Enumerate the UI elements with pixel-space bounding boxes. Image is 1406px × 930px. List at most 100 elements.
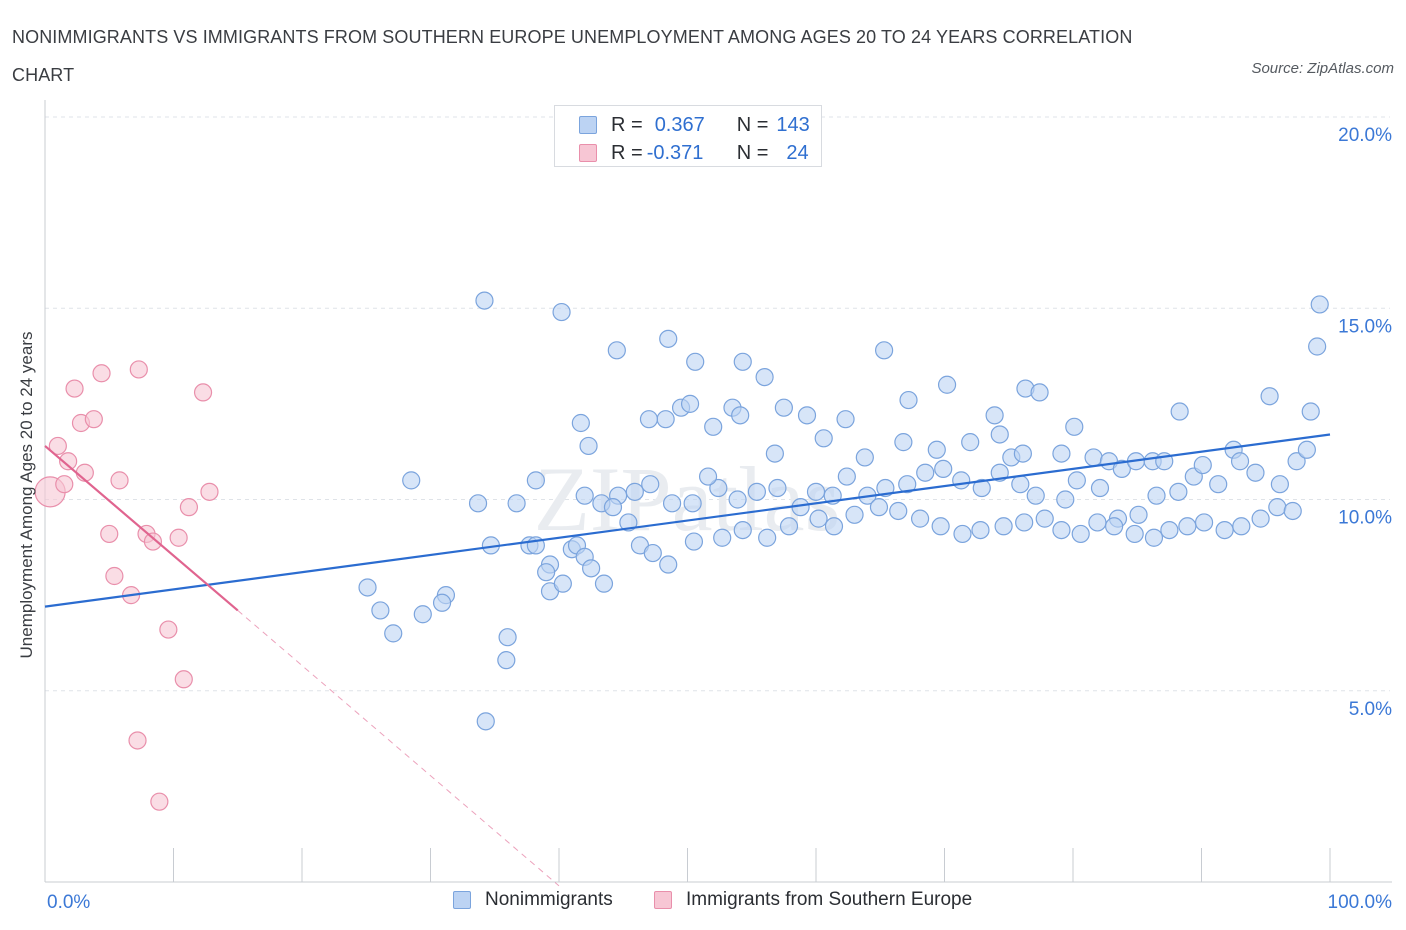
nonimmigrant-point <box>765 444 784 463</box>
nonimmigrant-point <box>934 459 953 478</box>
nonimmigrant-point <box>553 574 572 593</box>
nonimmigrant-point <box>985 406 1004 425</box>
pink-swatch-icon <box>579 144 597 162</box>
nonimmigrant-point <box>607 341 626 360</box>
nonimmigrant-point <box>476 712 495 731</box>
tick-labels: 5.0% 10.0% 15.0% 20.0% 0.0% 100.0% <box>47 125 1392 913</box>
nonimmigrant-point <box>747 482 766 501</box>
n-value: 143 <box>776 113 810 136</box>
nonimmigrant-point <box>1026 486 1045 505</box>
nonimmigrant-point <box>1067 471 1086 490</box>
nonimmigrant-point <box>855 448 874 467</box>
nonimmigrant-point <box>603 498 623 517</box>
r-value: 0.367 <box>654 113 705 136</box>
nonimmigrant-point <box>1270 475 1289 494</box>
nonimmigrant-point <box>1215 520 1234 540</box>
nonimmigrant-point <box>806 482 826 501</box>
nonimmigrant-point <box>728 490 747 509</box>
nonimmigrant-point <box>824 517 844 536</box>
nonimmigrant-point <box>371 601 390 620</box>
nonimmigrant-point <box>990 463 1009 482</box>
nonimmigrant-point <box>582 559 601 578</box>
nonimmigrant-point <box>1147 486 1166 505</box>
immigrants-trend-extension <box>237 610 560 887</box>
nonimmigrant-point <box>1065 417 1084 436</box>
immigrant-point <box>159 620 178 639</box>
immigrant-point <box>105 566 124 586</box>
nonimmigrant-point <box>1230 452 1250 471</box>
nonimmigrant-point <box>916 463 935 482</box>
nonimmigrant-point <box>1088 513 1107 532</box>
nonimmigrant-point <box>836 410 855 429</box>
nonimmigrant-point <box>894 433 913 452</box>
nonimmigrant-point <box>972 478 991 498</box>
nonimmigrant-point <box>1194 513 1214 532</box>
immigrant-point <box>143 532 163 551</box>
nonimmigrant-point <box>656 410 675 429</box>
nonimmigrant-point <box>1030 383 1049 402</box>
y-tick-label: 10.0% <box>1338 508 1392 529</box>
immigrant-point <box>59 452 78 471</box>
nonimmigrant-point <box>1160 520 1179 540</box>
nonimmigrant-point <box>952 471 971 490</box>
immigrant-point <box>179 498 199 517</box>
nonimmigrant-point <box>625 482 644 501</box>
immigrants-trend-line <box>44 445 239 612</box>
nonimmigrant-point <box>733 352 752 371</box>
r-label: R = <box>611 141 643 164</box>
immigrant-point <box>100 524 119 544</box>
nonimmigrant-point <box>1056 490 1075 509</box>
nonimmigrant-point <box>814 429 833 448</box>
nonimmigrant-point <box>537 563 556 582</box>
nonimmigrant-point <box>413 605 432 624</box>
bottom-legend-nonimmigrants: Nonimmigrants <box>453 889 613 911</box>
blue-swatch-icon <box>579 116 597 134</box>
legend-row-immigrants: R = -0.371 N = 24 <box>555 141 809 165</box>
nonimmigrant-point <box>713 528 732 547</box>
nonimmigrant-point <box>1209 475 1228 494</box>
immigrant-point <box>193 383 213 402</box>
nonimmigrant-point <box>869 498 889 517</box>
nonimmigrant-point <box>1035 509 1054 528</box>
immigrant-point <box>65 379 84 398</box>
nonimmigrant-point <box>876 478 895 498</box>
nonimmigrant-point <box>662 494 682 513</box>
y-axis-label: Unemployment Among Ages 20 to 24 years <box>17 332 36 659</box>
nonimmigrant-point <box>1193 455 1212 475</box>
chart-title: NONIMMIGRANTS VS IMMIGRANTS FROM SOUTHER… <box>12 27 1133 85</box>
nonimmigrant-point <box>698 467 718 486</box>
nonimmigrant-point <box>1112 459 1131 478</box>
immigrant-point <box>55 475 74 494</box>
nonimmigrant-point <box>1084 448 1103 467</box>
legend-label: Immigrants from Southern Europe <box>686 889 973 910</box>
nonimmigrant-point <box>680 394 700 413</box>
nonimmigrant-point <box>1260 387 1279 406</box>
nonimmigrant-point <box>898 475 917 494</box>
gridlines <box>45 116 1390 692</box>
bottom-legend-immigrants: Immigrants from Southern Europe <box>654 889 972 911</box>
nonimmigrant-point <box>1246 463 1265 482</box>
nonimmigrant-point <box>1071 524 1090 544</box>
pink-swatch-icon <box>654 891 672 909</box>
nonimmigrant-point <box>1287 452 1306 471</box>
immigrant-point <box>128 731 147 750</box>
nonimmigrant-point <box>899 390 918 410</box>
nonimmigrant-point <box>498 628 517 647</box>
nonimmigrant-point <box>1251 509 1270 528</box>
nonimmigrant-point <box>937 375 957 394</box>
nonimmigrant-point <box>1013 444 1032 463</box>
y-tick-label: 15.0% <box>1338 316 1392 337</box>
nonimmigrant-point <box>686 352 705 371</box>
legend-row-nonimmigrants: R = 0.367 N = 143 <box>555 113 810 137</box>
nonimmigrant-point <box>1105 517 1124 536</box>
nonimmigrant-point <box>619 513 638 532</box>
nonimmigrant-point <box>774 398 793 417</box>
nonimmigrant-point <box>1268 498 1287 517</box>
nonimmigrant-point <box>1308 337 1327 356</box>
nonimmigrant-point <box>994 517 1013 536</box>
nonimmigrant-point <box>875 341 894 360</box>
nonimmigrant-point <box>579 436 598 456</box>
immigrant-point <box>169 528 188 547</box>
legend-label: Nonimmigrants <box>485 889 613 910</box>
